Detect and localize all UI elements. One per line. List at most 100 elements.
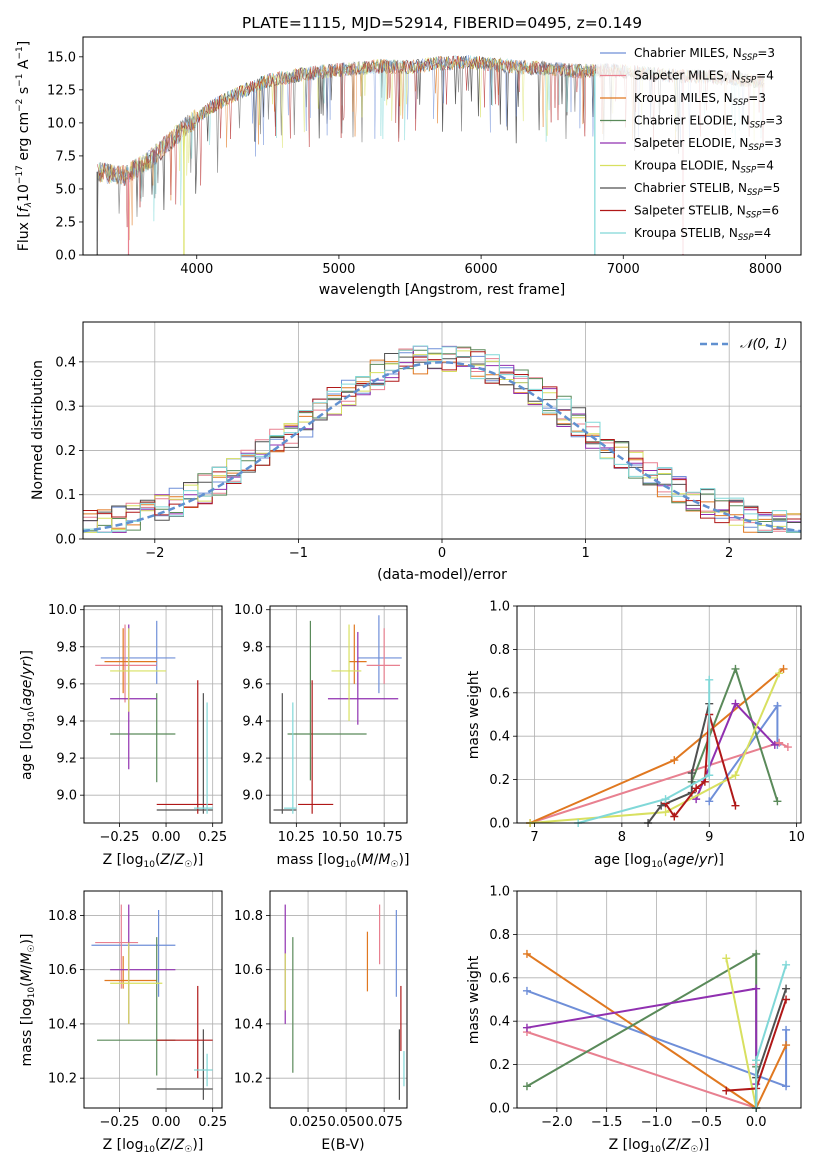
p5-line-kroupa-stelib	[577, 679, 711, 824]
legend-label-salpeter-miles: Salpeter MILES, NSSP=4	[634, 69, 774, 86]
histogram-xlabel: (data-model)/error	[377, 567, 507, 583]
mass-age-xlabel: mass [log10(M/M☉)]	[277, 852, 410, 870]
legend-label-chabrier-miles: Chabrier MILES, NSSP=3	[634, 46, 775, 63]
p2-y-tick-label: 0.0	[55, 533, 76, 548]
legend-label-chabrier-stelib: Chabrier STELIB, NSSP=5	[634, 181, 780, 198]
p4-y-tick-label: 9.4	[242, 714, 263, 729]
spectrum-panel: PLATE=1115, MJD=52914, FIBERID=0495, z=0…	[15, 14, 802, 298]
p3-y-tick-label: 9.8	[56, 640, 77, 655]
p4-y-tick-label: 9.0	[242, 789, 263, 804]
p1-x-tick-label: 7000	[607, 262, 640, 277]
z-weight-ylabel: mass weight	[466, 955, 482, 1044]
p6-y-tick-label: 10.6	[48, 963, 77, 978]
z-mass-panel: −0.25 0.00 0.25 10.2 10.4 10.6 10.8 Z [log10(Z…	[19, 890, 227, 1155]
spectrum-legend: Chabrier MILES, NSSP=3 Salpeter MILES, NS…	[596, 41, 796, 254]
z-mass-xlabel: Z [log10(Z/Z☉)]	[103, 1137, 204, 1155]
histogram-ylabel: Normed distribution	[30, 360, 46, 500]
p1-x-tick-label: 5000	[322, 262, 355, 277]
histogram-salpeter-stelib	[83, 351, 801, 530]
z-mass-errorbars	[91, 904, 213, 1100]
p5-marker-chabrier-elodie	[773, 797, 782, 806]
p2-y-tick-label: 0.2	[55, 444, 76, 459]
p1-y-tick-label: 7.5	[55, 149, 76, 164]
p5-marker-kroupa-elodie	[775, 669, 784, 678]
p2-y-tick-label: 0.3	[55, 400, 76, 415]
p8-marker-salpeter-elodie	[522, 1023, 531, 1032]
z-age-errorbars	[95, 620, 213, 814]
p2-x-tick-label: −1	[289, 546, 308, 561]
p8-marker-chabrier-miles	[782, 1025, 791, 1034]
spectrum-ylabel: Flux [fλ10−17 erg cm−2 s−1 A−1]	[15, 41, 34, 251]
p8-marker-kroupa-miles	[522, 949, 531, 958]
legend-box	[596, 41, 796, 254]
p8-y-tick-label: 1.0	[489, 885, 510, 900]
p4-y-tick-label: 9.6	[242, 677, 263, 692]
p7-y-tick-label: 10.8	[234, 909, 263, 924]
p2-y-tick-label: 0.1	[55, 488, 76, 503]
mass-age-frame	[269, 605, 408, 824]
p5-marker-kroupa-miles	[670, 756, 679, 765]
p3-y-tick-label: 10.0	[48, 603, 77, 618]
p1-x-tick-label: 4000	[180, 262, 213, 277]
p5-marker-salpeter-miles	[783, 743, 792, 752]
p5-y-tick-label: 0.8	[489, 643, 510, 658]
z-mass-ylabel: mass [log10(M/M☉)]	[19, 934, 37, 1067]
p6-x-tick-label: −0.25	[100, 1115, 140, 1130]
p5-marker-salpeter-elodie	[731, 699, 740, 708]
p7-y-tick-label: 10.2	[234, 1072, 263, 1087]
p8-line-kroupa-stelib	[755, 964, 788, 1108]
p3-x-tick-label: 0.00	[152, 830, 181, 845]
legend-label-salpeter-elodie: Salpeter ELODIE, NSSP=3	[634, 136, 782, 153]
age-weight-frame	[516, 605, 802, 824]
p5-line-salpeter-stelib	[664, 714, 737, 819]
z-age-panel: −0.25 0.00 0.25 9.0 9.2 9.4 9.6 9.8 10.0 Z [log1…	[19, 603, 227, 870]
p5-line-salpeter-elodie	[695, 701, 776, 800]
p2-y-tick-label: 0.4	[55, 355, 76, 370]
p5-marker-kroupa-elodie	[731, 771, 740, 780]
p5-x-tick-label: 9	[705, 830, 713, 845]
legend-label-salpeter-stelib: Salpeter STELIB, NSSP=6	[634, 204, 779, 221]
p4-y-tick-label: 10.0	[234, 603, 263, 618]
p8-x-tick-label: −0.5	[691, 1115, 723, 1130]
z-age-xlabel: Z [log10(Z/Z☉)]	[103, 852, 204, 870]
p3-y-tick-label: 9.4	[56, 714, 77, 729]
z-age-frame	[83, 605, 223, 824]
p8-x-tick-label: −1.0	[641, 1115, 673, 1130]
p7-y-tick-label: 10.6	[234, 963, 263, 978]
p3-x-tick-label: −0.25	[100, 830, 140, 845]
gaussian-legend-label: 𝒩(0, 1)	[740, 337, 787, 352]
p3-y-tick-label: 9.6	[56, 677, 77, 692]
p5-y-tick-label: 1.0	[489, 600, 510, 615]
age-weight-xlabel: age [log10(age/yr)]	[594, 852, 724, 870]
p5-line-kroupa-miles	[529, 668, 785, 824]
age-weight-ylabel: mass weight	[466, 670, 482, 759]
p5-marker-chabrier-miles	[773, 701, 782, 710]
p2-x-tick-label: 1	[581, 546, 589, 561]
p4-y-tick-label: 9.2	[242, 752, 263, 767]
p5-marker-salpeter-stelib	[731, 801, 740, 810]
p5-marker-kroupa-miles	[779, 664, 788, 673]
p8-marker-salpeter-stelib	[722, 1086, 731, 1095]
p8-marker-chabrier-miles	[522, 986, 531, 995]
p5-x-tick-label: 10	[788, 830, 805, 845]
age-weight-lines	[526, 664, 792, 827]
p5-marker-kroupa-stelib	[661, 795, 670, 804]
p5-marker-salpeter-stelib	[692, 784, 701, 793]
ebv-mass-panel: 0.025 0.050 0.075 10.2 10.4 10.6 10.8 E(B-V)	[234, 890, 408, 1153]
p8-x-tick-label: 0.0	[746, 1115, 767, 1130]
p3-x-tick-label: 0.25	[198, 830, 227, 845]
p5-y-tick-label: 0.6	[489, 686, 510, 701]
p5-marker-chabrier-miles	[705, 797, 714, 806]
p3-y-tick-label: 9.2	[56, 752, 77, 767]
p5-marker-kroupa-elodie	[661, 808, 670, 817]
p1-y-tick-label: 2.5	[55, 215, 76, 230]
p8-marker-kroupa-elodie	[722, 954, 731, 963]
p2-x-tick-label: −2	[145, 546, 164, 561]
z-weight-frame	[516, 890, 802, 1109]
mass-age-panel: 10.25 10.50 10.75 9.0 9.2 9.4 9.6 9.8 10.0 mass …	[234, 603, 409, 870]
p6-y-tick-label: 10.2	[48, 1072, 77, 1087]
p5-x-tick-label: 7	[530, 830, 538, 845]
p7-x-tick-label: 0.075	[366, 1115, 403, 1130]
legend-label-kroupa-miles: Kroupa MILES, NSSP=3	[634, 91, 766, 108]
